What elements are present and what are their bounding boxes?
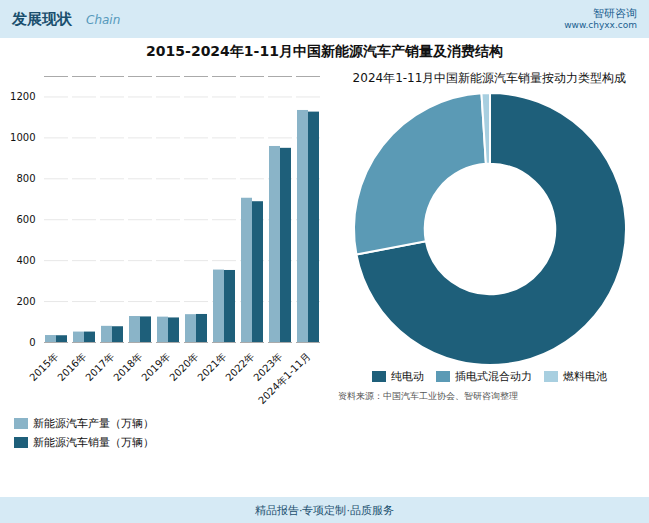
svg-text:2022年: 2022年	[223, 350, 256, 383]
html-text:燃料电池: 燃料电池	[563, 370, 607, 383]
svg-text:2015年: 2015年	[27, 350, 60, 383]
html-text:新能源汽车产量（万辆）: 新能源汽车产量（万辆）	[33, 417, 154, 430]
svg-text:1200: 1200	[10, 91, 35, 102]
html-text:插电式混合动力: 插电式混合动力	[455, 370, 532, 383]
svg-text:1000: 1000	[10, 132, 35, 143]
html-text:智研咨询: 智研咨询	[593, 6, 637, 20]
svg-text:2020年: 2020年	[167, 350, 200, 383]
svg-text:2023年: 2023年	[251, 350, 285, 384]
svg-text:2016年: 2016年	[55, 350, 88, 383]
svg-text:2024年1-11月: 2024年1-11月	[256, 350, 312, 406]
html-text:资料来源：中国汽车工业协会、智研咨询整理: 资料来源：中国汽车工业协会、智研咨询整理	[338, 391, 518, 401]
html-text:2015-2024年1-11月中国新能源汽车产销量及消费结构: 2015-2024年1-11月中国新能源汽车产销量及消费结构	[146, 43, 503, 59]
html-text:发展现状: 发展现状	[12, 9, 72, 28]
svg-text:0: 0	[29, 337, 35, 348]
svg-text:2017年: 2017年	[83, 350, 116, 383]
html-text:纯电动: 纯电动	[391, 370, 424, 383]
svg-text:600: 600	[16, 214, 35, 225]
svg-text:2018年: 2018年	[111, 350, 144, 383]
svg-text:400: 400	[16, 255, 35, 266]
svg-text:2021年: 2021年	[195, 350, 228, 383]
svg-text:800: 800	[16, 173, 35, 184]
html-text:www.chyxx.com: www.chyxx.com	[564, 20, 637, 31]
html-text:Chain: Chain	[86, 12, 121, 27]
html-text:精品报告·专项定制·品质服务: 精品报告·专项定制·品质服务	[255, 503, 394, 517]
svg-text:200: 200	[16, 296, 35, 307]
svg-text:2019年: 2019年	[139, 350, 172, 383]
html-text:新能源汽车销量（万辆）: 新能源汽车销量（万辆）	[33, 436, 154, 449]
html-text:2024年1-11月中国新能源汽车销量按动力类型构成: 2024年1-11月中国新能源汽车销量按动力类型构成	[352, 71, 627, 85]
